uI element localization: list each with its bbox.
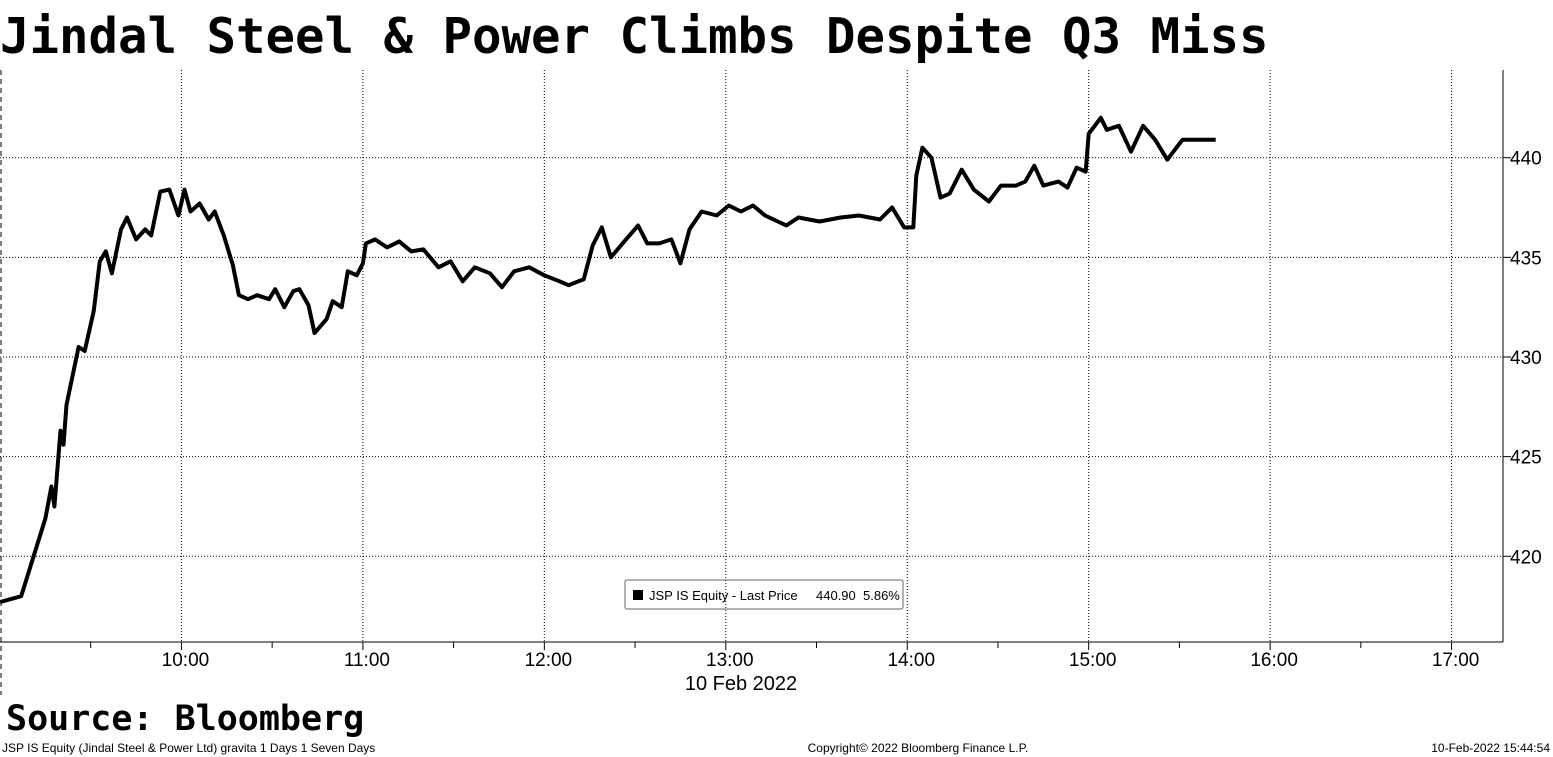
y-tick-label: 420 xyxy=(1510,547,1542,568)
x-tick-label: 14:00 xyxy=(887,650,935,671)
footer-left: JSP IS Equity (Jindal Steel & Power Ltd)… xyxy=(2,741,375,755)
x-tick-label: 15:00 xyxy=(1069,650,1117,671)
legend-change: 5.86% xyxy=(863,588,900,603)
chart-title: Jindal Steel & Power Climbs Despite Q3 M… xyxy=(0,8,1269,65)
x-tick-label: 11:00 xyxy=(344,650,390,671)
source: Source: Bloomberg xyxy=(6,699,364,739)
x-tick-label: 10:00 xyxy=(162,650,210,671)
x-tick-label: 16:00 xyxy=(1250,650,1298,671)
price-line xyxy=(0,115,1216,605)
y-tick-label: 425 xyxy=(1510,448,1542,469)
footer-right: 10-Feb-2022 15:44:54 xyxy=(1431,741,1550,755)
y-tick-label: 435 xyxy=(1510,248,1542,269)
legend: JSP IS Equity - Last Price 440.90 5.86% xyxy=(624,579,904,610)
x-axis-label: 10 Feb 2022 xyxy=(685,673,797,695)
legend-last-price: 440.90 xyxy=(816,588,856,603)
footer-center: Copyright© 2022 Bloomberg Finance L.P. xyxy=(808,741,1029,755)
legend-box xyxy=(624,579,904,610)
legend-swatch xyxy=(633,590,643,600)
x-tick-label: 17:00 xyxy=(1432,650,1480,671)
y-tick-label: 430 xyxy=(1510,348,1542,369)
x-tick-label: 13:00 xyxy=(706,650,754,671)
y-tick-label: 440 xyxy=(1510,149,1542,170)
legend-name: JSP IS Equity - Last Price xyxy=(649,588,798,603)
x-tick-label: 12:00 xyxy=(525,650,573,671)
